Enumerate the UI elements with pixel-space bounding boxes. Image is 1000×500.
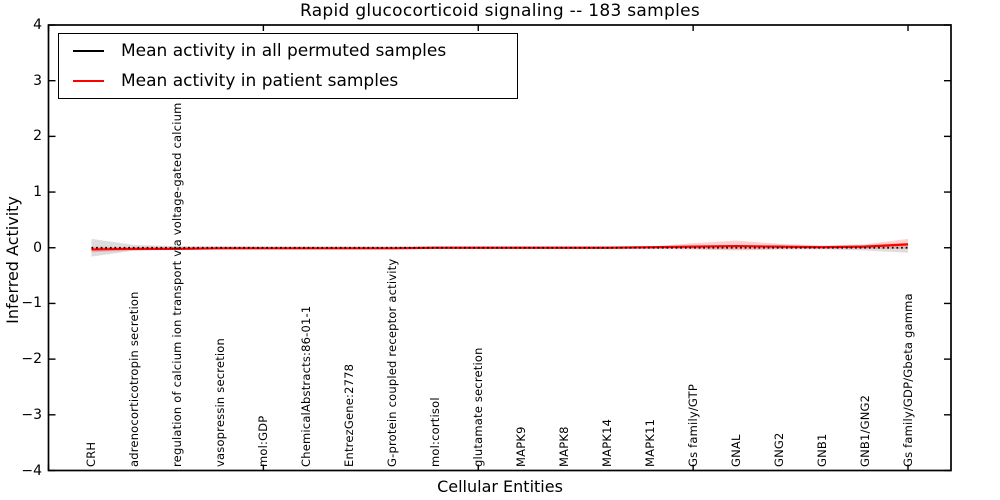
x-axis-title: Cellular Entities	[437, 477, 563, 496]
legend-entry-patient: Mean activity in patient samples	[73, 68, 517, 95]
patient-range-band	[91, 238, 909, 253]
category-label: G-protein coupled receptor activity	[384, 258, 399, 467]
category-label: MAPK8	[556, 426, 571, 467]
category-label: GNB1	[814, 433, 829, 467]
category-label: vasopressin secretion	[212, 337, 227, 467]
category-label: MAPK9	[513, 426, 528, 467]
category-label: CRH	[83, 441, 98, 467]
category-label: GNAL	[728, 434, 743, 467]
chart-title: Rapid glucocorticoid signaling -- 183 sa…	[299, 1, 701, 21]
red-line-sample-icon	[73, 80, 104, 82]
y-tick-label: 4	[33, 17, 42, 33]
category-label: regulation of calcium ion transport via …	[169, 51, 184, 467]
category-label: glutamate secretion	[470, 347, 485, 467]
patient-mean-line	[91, 243, 909, 251]
y-axis-title: Inferred Activity	[3, 196, 22, 324]
category-label: MAPK14	[599, 418, 614, 467]
y-tick-label: 0	[33, 239, 42, 256]
category-label: mol:cortisol	[427, 397, 442, 467]
category-label: GNB1/GNG2	[857, 394, 872, 467]
category-label: GNG2	[771, 432, 786, 467]
y-tick-label: 1	[33, 184, 42, 201]
category-label: MAPK11	[642, 418, 657, 467]
category-label: ChemicalAbstracts:86-01-1	[298, 305, 313, 467]
black-line-sample-icon	[73, 50, 104, 52]
legend-label: Mean activity in all permuted samples	[121, 41, 447, 61]
category-label: Gs family/GDP/Gbeta gamma	[900, 293, 915, 467]
y-tick-label: −2	[21, 351, 42, 368]
category-label: Gs family/GTP	[685, 384, 700, 467]
y-tick-label: −4	[21, 462, 42, 479]
y-tick-label: 2	[33, 128, 42, 145]
legend: Mean activity in all permuted samples Me…	[58, 33, 518, 99]
category-label: adrenocorticotropin secretion	[126, 291, 141, 467]
category-label: mol:GDP	[255, 415, 270, 467]
legend-label: Mean activity in patient samples	[121, 71, 399, 91]
y-tick-label: −1	[21, 295, 42, 312]
y-tick-label: −3	[21, 406, 42, 423]
category-label: EntrezGene:2778	[341, 363, 356, 467]
legend-entry-permuted: Mean activity in all permuted samples	[73, 38, 517, 65]
y-tick-label: 3	[33, 72, 42, 89]
